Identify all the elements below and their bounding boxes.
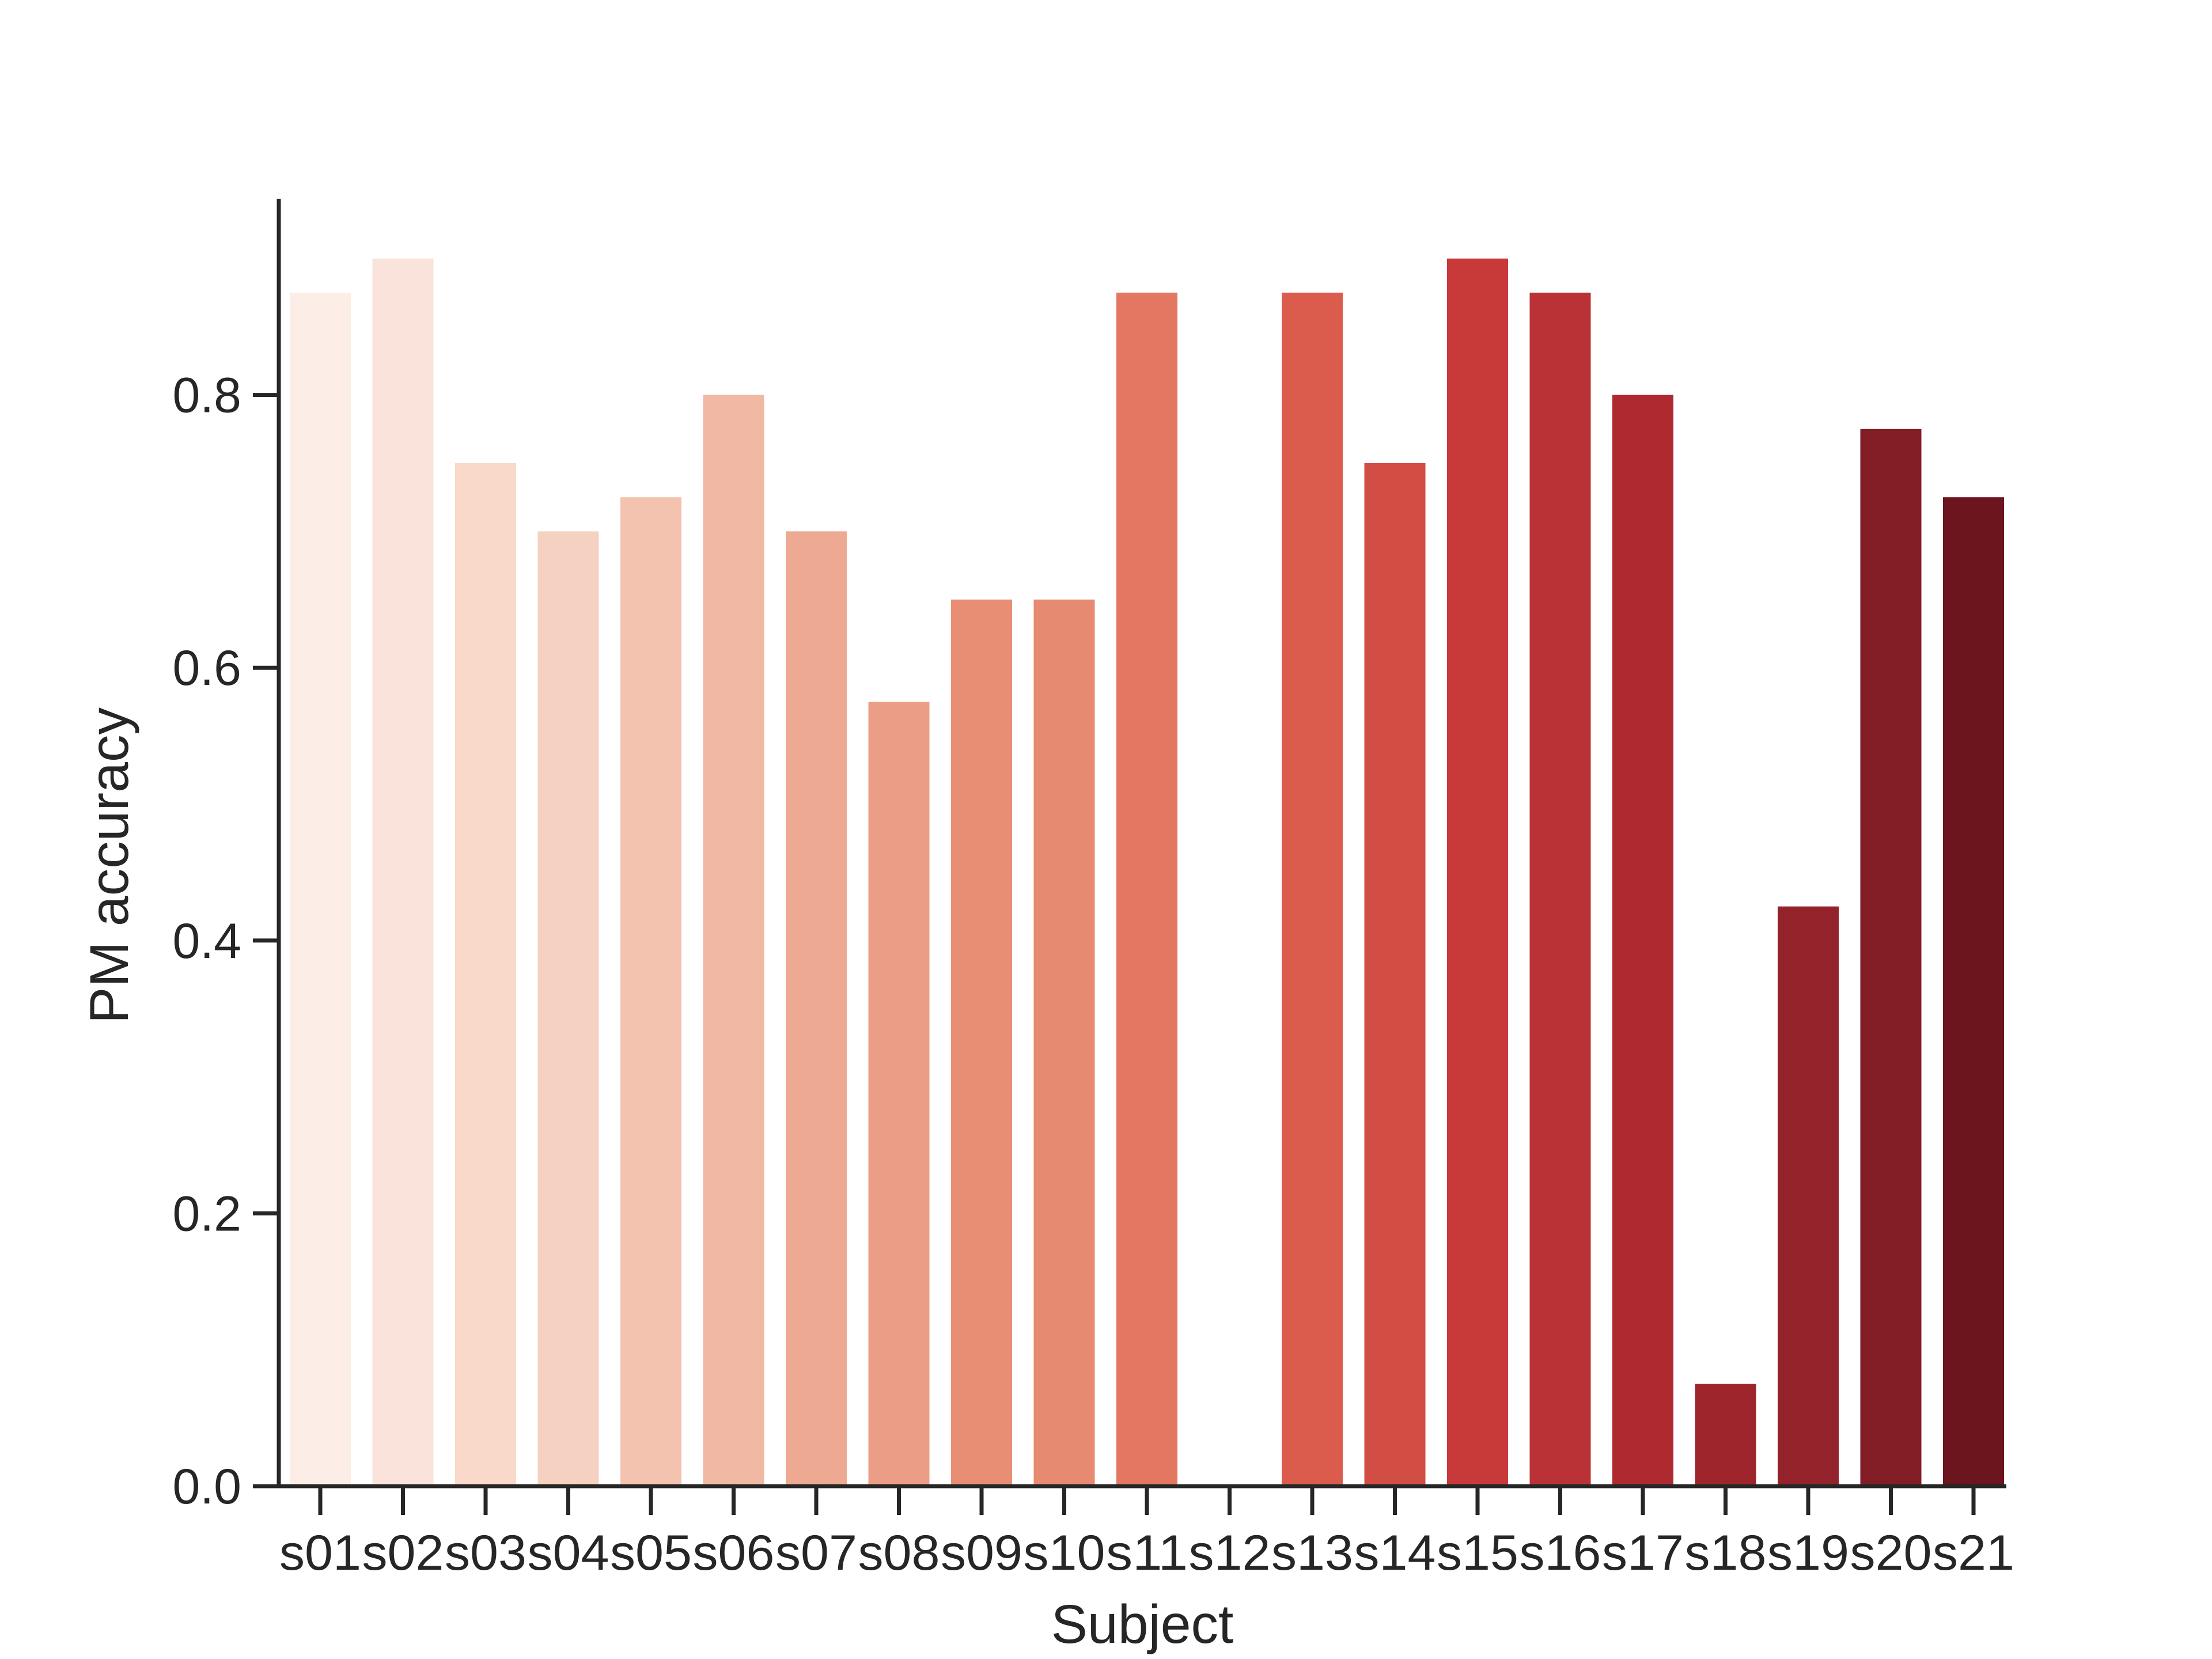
bar-s06 — [703, 395, 764, 1486]
y-tick-label: 0.4 — [172, 914, 241, 969]
x-tick-label-s05: s05 — [610, 1525, 692, 1581]
bar-s02 — [372, 258, 434, 1486]
x-tick-label-s16: s16 — [1520, 1525, 1601, 1581]
x-tick-label-s21: s21 — [1933, 1525, 2014, 1581]
bar-s10 — [1033, 599, 1095, 1486]
bar-s11 — [1116, 293, 1177, 1486]
x-tick-label-s02: s02 — [362, 1525, 444, 1581]
bars-group — [290, 258, 2004, 1487]
bar-s05 — [620, 497, 681, 1487]
x-tick-label-s14: s14 — [1354, 1525, 1436, 1581]
bar-s07 — [786, 531, 847, 1486]
x-tick-label-s03: s03 — [445, 1525, 527, 1581]
y-tick-label: 0.8 — [172, 368, 241, 423]
bar-s19 — [1778, 906, 1839, 1486]
x-tick-label-s01: s01 — [279, 1525, 361, 1581]
bar-s14 — [1364, 463, 1426, 1486]
x-tick-label-s13: s13 — [1271, 1525, 1353, 1581]
x-tick-label-s07: s07 — [775, 1525, 857, 1581]
bar-s04 — [537, 531, 599, 1486]
x-tick-label-s10: s10 — [1024, 1525, 1105, 1581]
bar-s01 — [290, 293, 351, 1486]
bar-s16 — [1529, 293, 1591, 1486]
bar-s17 — [1612, 395, 1673, 1486]
y-axis-title: PM accuracy — [79, 707, 140, 1024]
x-tick-label-s09: s09 — [941, 1525, 1022, 1581]
bar-s09 — [951, 599, 1012, 1486]
y-tick-label: 0.6 — [172, 641, 241, 696]
x-tick-label-s20: s20 — [1850, 1525, 1932, 1581]
x-axis: s01 s02 s03 s04 s05 s06 s07 s08 s09 s10 s11 s12 s13 s… — [277, 1484, 2014, 1581]
y-tick-label: 0.0 — [172, 1459, 241, 1514]
bar-s21 — [1943, 497, 2004, 1487]
x-tick-label-s12: s12 — [1189, 1525, 1271, 1581]
x-tick-label-s19: s19 — [1767, 1525, 1849, 1581]
y-tick-label: 0.2 — [172, 1186, 241, 1241]
bar-s18 — [1695, 1384, 1756, 1486]
x-tick-label-s04: s04 — [528, 1525, 609, 1581]
bar-s08 — [868, 702, 930, 1486]
bar-s03 — [455, 463, 516, 1486]
bar-s13 — [1282, 293, 1343, 1486]
bar-s15 — [1447, 258, 1508, 1486]
x-tick-label-s08: s08 — [858, 1525, 940, 1581]
bar-s20 — [1860, 429, 1922, 1486]
x-tick-label-s18: s18 — [1685, 1525, 1767, 1581]
x-tick-label-s17: s17 — [1602, 1525, 1684, 1581]
x-tick-label-s06: s06 — [693, 1525, 775, 1581]
x-tick-label-s11: s11 — [1106, 1525, 1188, 1581]
x-axis-title: Subject — [1051, 1594, 1234, 1655]
x-tick-label-s15: s15 — [1437, 1525, 1518, 1581]
y-axis: 0.0 0.2 0.4 0.6 0.8 — [172, 199, 281, 1514]
